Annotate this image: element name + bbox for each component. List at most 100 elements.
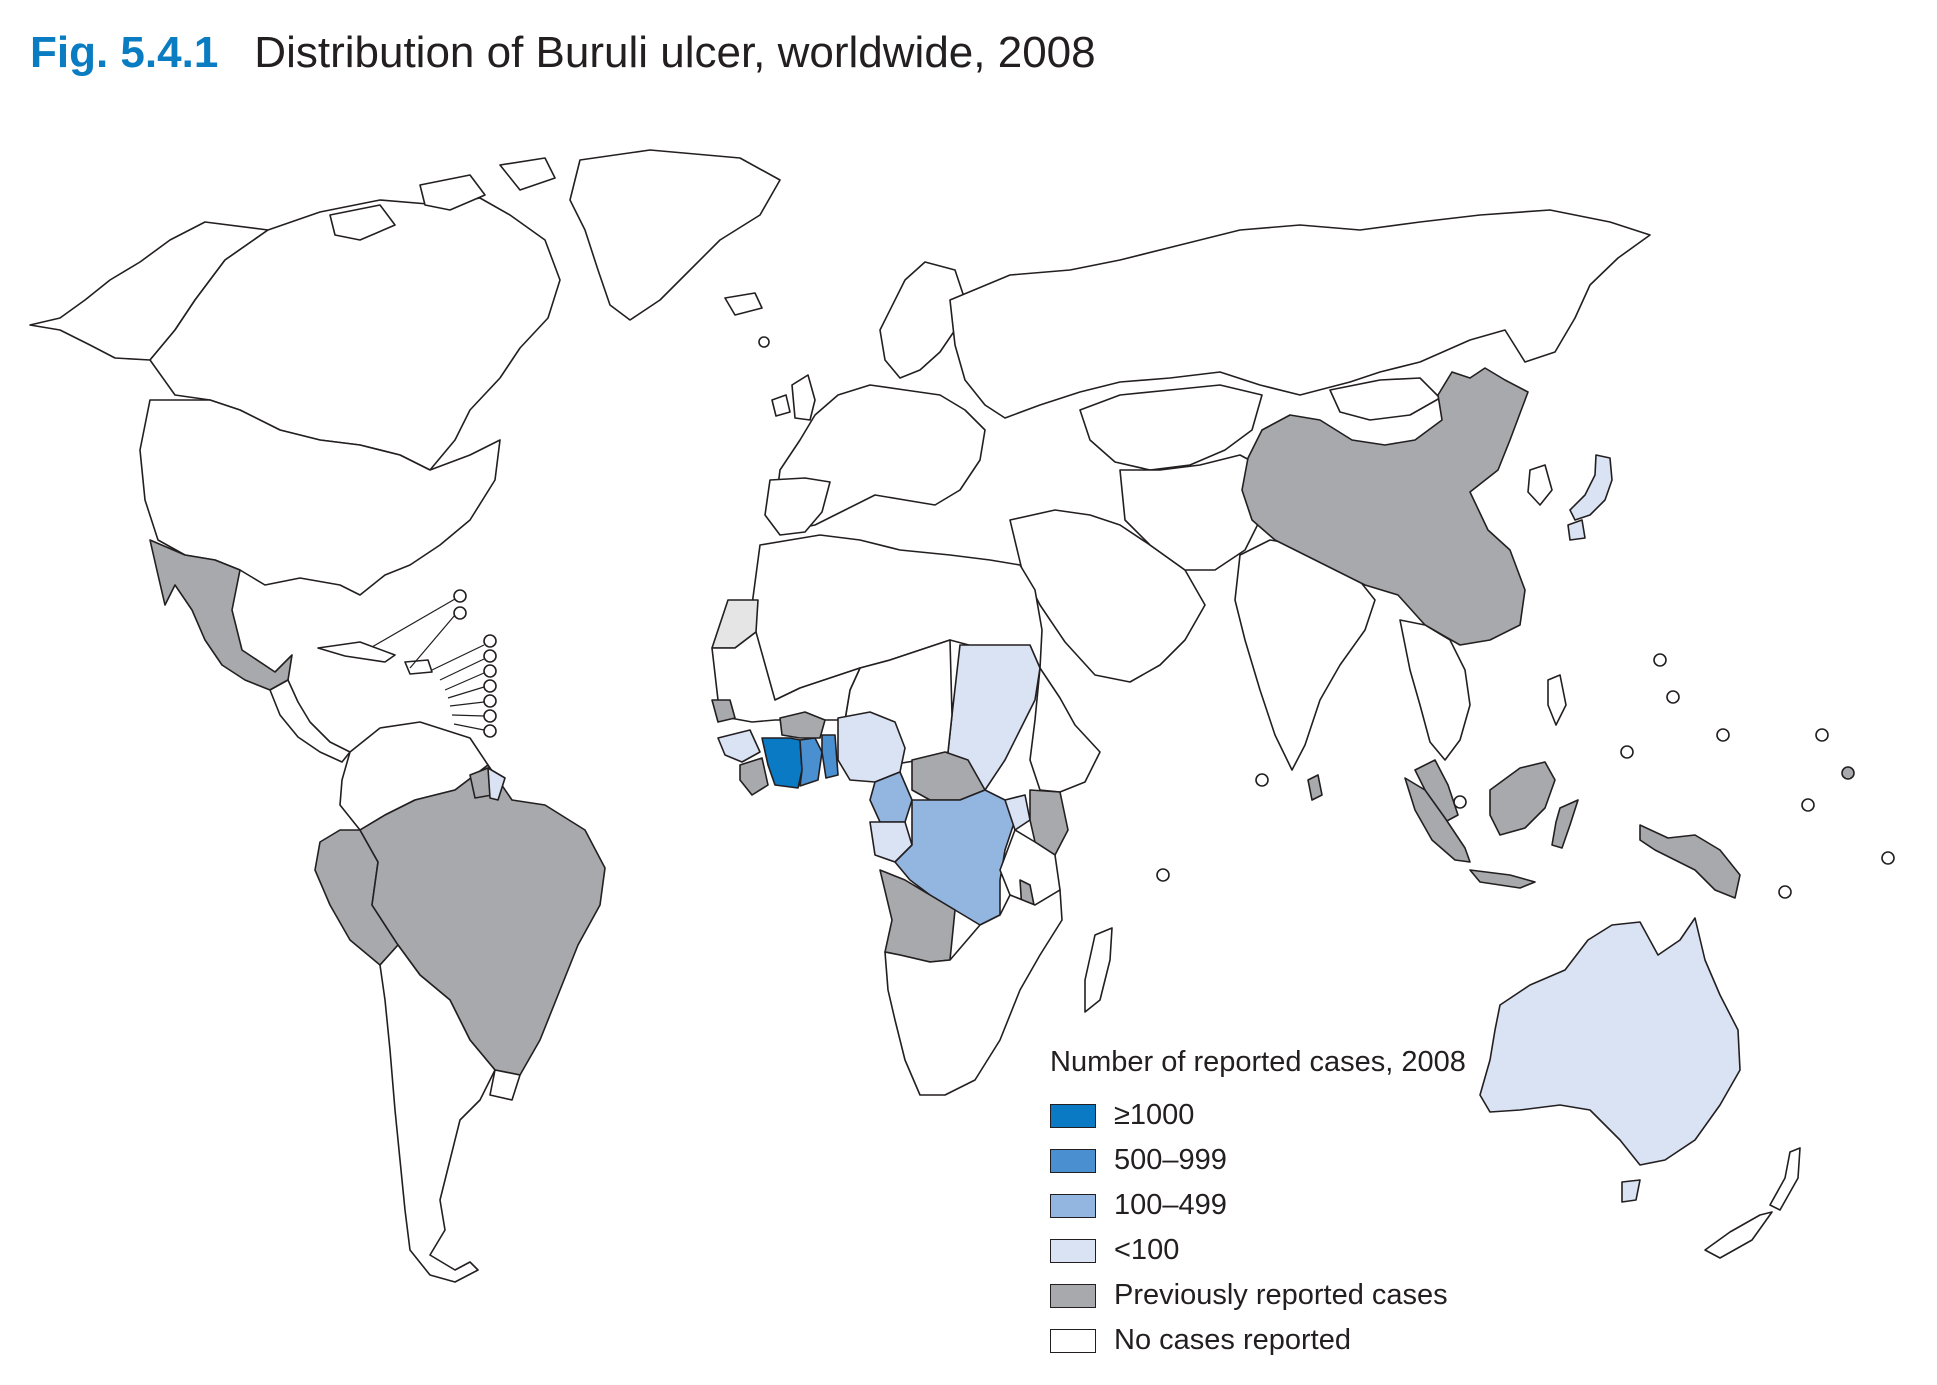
- region-cote-divoire: [761, 737, 803, 789]
- region-sumatra: [1404, 777, 1471, 863]
- island-marker-caribbean-1: [453, 589, 467, 603]
- island-marker-1: [758, 336, 770, 348]
- legend-swatch: [1050, 1193, 1096, 1218]
- region-tasmania: [1621, 1179, 1641, 1203]
- region-uk: [791, 374, 816, 421]
- legend-label: <100: [1114, 1234, 1180, 1266]
- map-legend: Number of reported cases, 2008 ≥1000 500…: [1050, 1046, 1466, 1363]
- island-marker-line-5: [444, 672, 485, 691]
- region-arctic-island-2: [419, 174, 486, 211]
- region-burkina-faso: [779, 711, 826, 739]
- legend-swatch: [1050, 1148, 1096, 1173]
- legend-title: Number of reported cases, 2008: [1050, 1046, 1466, 1078]
- region-iceland: [724, 292, 763, 316]
- legend-label: No cases reported: [1114, 1324, 1351, 1356]
- europe: [764, 261, 986, 536]
- region-senegal-gambia: [711, 699, 736, 723]
- island-marker-caribbean-7: [483, 694, 497, 708]
- region-ghana: [799, 737, 823, 787]
- region-japan: [1569, 454, 1613, 521]
- region-sri-lanka: [1307, 774, 1323, 801]
- island-marker-10: [1801, 798, 1815, 812]
- island-marker-previous: [1841, 766, 1855, 780]
- island-marker-caribbean-6: [483, 679, 497, 693]
- region-west-africa-sahel: [711, 631, 861, 723]
- oceania: [1479, 917, 1801, 1259]
- legend-item-lt100: <100: [1050, 1228, 1466, 1273]
- legend-swatch: [1050, 1328, 1096, 1353]
- region-nigeria: [837, 711, 906, 783]
- island-marker-line-3: [431, 644, 485, 671]
- legend-label: 100–499: [1114, 1189, 1227, 1221]
- island-marker-caribbean-8: [483, 709, 497, 723]
- region-canada: [149, 197, 561, 471]
- africa: [711, 534, 1113, 1096]
- island-marker-3: [1156, 868, 1170, 882]
- region-madagascar: [1084, 927, 1113, 1013]
- region-sierra-leone-liberia: [739, 757, 769, 796]
- island-marker-line-9: [453, 723, 485, 731]
- region-arctic-island-1: [329, 204, 396, 241]
- region-ethiopia-horn: [1029, 667, 1101, 793]
- region-arctic-island-3: [499, 157, 556, 191]
- legend-item-previous: Previously reported cases: [1050, 1273, 1466, 1318]
- region-china: [1241, 367, 1529, 646]
- legend-item-500-999: 500–999: [1050, 1138, 1466, 1183]
- island-marker-lines: [371, 598, 485, 731]
- region-cuba: [317, 641, 396, 663]
- island-marker-4: [1453, 795, 1467, 809]
- island-marker-caribbean-9: [483, 724, 497, 738]
- region-new-guinea: [1639, 824, 1741, 899]
- russia-and-asia: [949, 209, 1741, 899]
- small-island-markers: [453, 336, 1895, 899]
- region-iran-central-asia: [1119, 454, 1269, 571]
- region-southern-cone: [379, 944, 496, 1283]
- island-marker-11: [1881, 851, 1895, 865]
- island-marker-line-4: [439, 658, 485, 681]
- region-philippines: [1547, 674, 1567, 726]
- legend-label: Previously reported cases: [1114, 1279, 1448, 1311]
- region-russia: [949, 209, 1651, 419]
- island-marker-5: [1653, 653, 1667, 667]
- legend-swatch: [1050, 1283, 1096, 1308]
- island-marker-12: [1778, 885, 1792, 899]
- region-java: [1469, 869, 1536, 889]
- region-korea: [1527, 464, 1553, 506]
- region-kazakhstan: [1079, 384, 1263, 471]
- region-central-america: [269, 679, 351, 763]
- island-marker-caribbean-2: [453, 606, 467, 620]
- region-ireland: [771, 394, 791, 417]
- region-japan-kyushu: [1567, 519, 1586, 541]
- island-marker-line-6: [447, 686, 485, 699]
- legend-label: 500–999: [1114, 1144, 1227, 1176]
- island-marker-7: [1620, 745, 1634, 759]
- region-togo-benin: [821, 734, 839, 779]
- island-marker-line-2: [409, 614, 456, 669]
- figure-number: Fig. 5.4.1: [30, 28, 219, 77]
- region-greenland: [569, 149, 781, 321]
- legend-item-none: No cases reported: [1050, 1318, 1466, 1363]
- region-mongolia: [1329, 377, 1441, 421]
- figure-title: Fig. 5.4.1 Distribution of Buruli ulcer, …: [30, 28, 1096, 78]
- island-marker-caribbean-5: [483, 664, 497, 678]
- island-marker-6: [1666, 690, 1680, 704]
- island-marker-line-7: [449, 701, 485, 707]
- legend-item-ge1000: ≥1000: [1050, 1093, 1466, 1138]
- island-marker-caribbean-3: [483, 634, 497, 648]
- region-middle-east: [1009, 509, 1206, 683]
- region-borneo: [1489, 761, 1556, 836]
- region-french-guiana: [487, 767, 506, 801]
- north-america: [29, 149, 781, 763]
- figure-title-text: Distribution of Buruli ulcer, worldwide,…: [254, 28, 1096, 77]
- region-australia: [1479, 917, 1741, 1166]
- region-southeast-asia: [1399, 619, 1471, 761]
- island-marker-9: [1815, 728, 1829, 742]
- region-southern-africa: [884, 889, 1063, 1096]
- region-sulawesi: [1551, 799, 1579, 849]
- region-guinea: [717, 729, 761, 763]
- legend-item-100-499: 100–499: [1050, 1183, 1466, 1228]
- region-hispaniola: [404, 659, 433, 675]
- region-uruguay: [489, 1069, 521, 1101]
- south-america: [314, 721, 606, 1283]
